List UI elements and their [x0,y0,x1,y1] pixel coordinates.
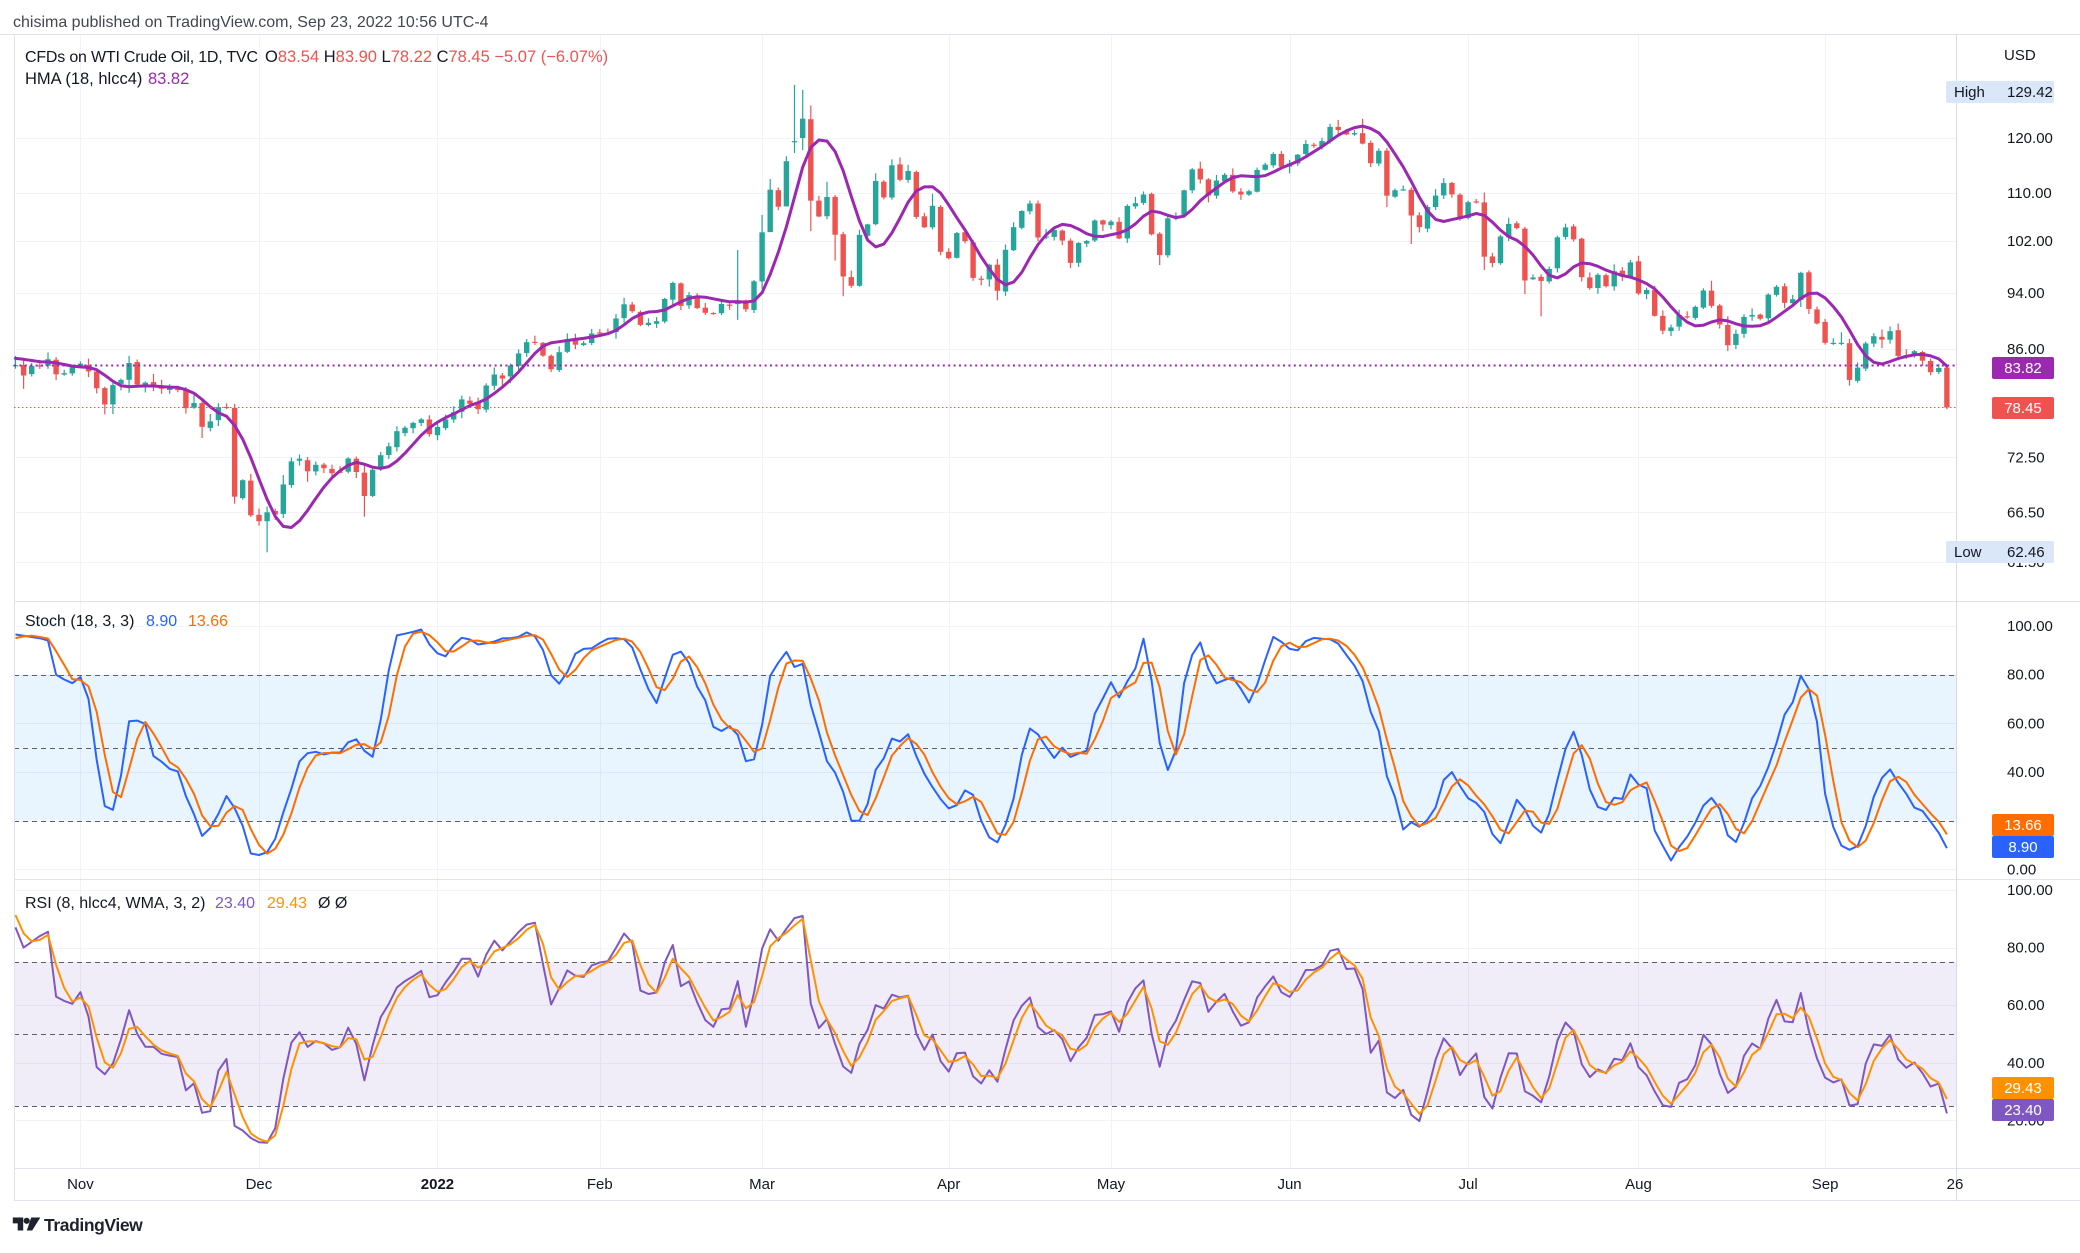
svg-text:94.00: 94.00 [2007,285,2045,302]
svg-text:83.82: 83.82 [148,70,189,88]
svg-text:80.00: 80.00 [2007,667,2045,684]
svg-text:23.40: 23.40 [2004,1102,2042,1119]
svg-text:102.00: 102.00 [2007,233,2053,250]
svg-text:Apr: Apr [937,1176,960,1193]
svg-text:Feb: Feb [587,1176,613,1193]
svg-text:29.43: 29.43 [2004,1080,2042,1097]
svg-text:29.43: 29.43 [267,895,307,912]
svg-text:Stoch (18, 3, 3): Stoch (18, 3, 3) [25,613,134,630]
svg-text:100.00: 100.00 [2007,618,2053,635]
svg-text:13.66: 13.66 [188,613,228,630]
svg-text:CFDs on WTI Crude Oil, 1D, TVC: CFDs on WTI Crude Oil, 1D, TVC [25,49,258,66]
svg-text:2022: 2022 [421,1176,454,1193]
svg-text:Aug: Aug [1625,1176,1652,1193]
svg-text:60.00: 60.00 [2007,715,2045,732]
svg-text:72.50: 72.50 [2007,449,2045,466]
svg-text:Dec: Dec [246,1176,273,1193]
svg-text:Jun: Jun [1277,1176,1301,1193]
svg-text:26: 26 [1947,1176,1964,1193]
svg-text:129.42: 129.42 [2007,84,2053,101]
svg-text:RSI (8, hlcc4, WMA, 3, 2): RSI (8, hlcc4, WMA, 3, 2) [25,895,205,912]
svg-text:78.45: 78.45 [2004,400,2042,417]
svg-text:110.00: 110.00 [2007,185,2052,202]
svg-text:8.90: 8.90 [146,613,177,630]
svg-text:May: May [1097,1176,1126,1193]
svg-text:Nov: Nov [67,1176,94,1193]
svg-text:120.00: 120.00 [2007,130,2053,147]
svg-text:chisima published on TradingVi: chisima published on TradingView.com, Se… [13,14,489,31]
svg-text:60.00: 60.00 [2007,997,2045,1014]
svg-text:100.00: 100.00 [2007,882,2053,899]
svg-text:Ø Ø: Ø Ø [318,895,347,912]
svg-text:23.40: 23.40 [215,895,255,912]
svg-text:TradingView: TradingView [44,1215,143,1235]
svg-text:USD: USD [2004,47,2036,64]
svg-text:0.00: 0.00 [2007,861,2036,878]
svg-text:80.00: 80.00 [2007,940,2045,957]
svg-text:Jul: Jul [1458,1176,1477,1193]
svg-text:13.66: 13.66 [2004,817,2042,834]
svg-text:86.00: 86.00 [2007,341,2045,358]
svg-text:62.46: 62.46 [2007,544,2045,561]
svg-text:Sep: Sep [1812,1176,1839,1193]
svg-text:40.00: 40.00 [2007,764,2045,781]
svg-text:8.90: 8.90 [2008,839,2037,856]
svg-text:Mar: Mar [749,1176,775,1193]
svg-text:O83.54 H83.90 L78.22 C78.45: O83.54 H83.90 L78.22 C78.45 −5.07 (−6.07… [265,48,608,66]
svg-text:HMA (18, hlcc4): HMA (18, hlcc4) [25,70,142,88]
svg-text:High: High [1954,84,1985,101]
svg-text:83.82: 83.82 [2004,360,2042,377]
svg-text:Low: Low [1954,544,1982,561]
svg-text:66.50: 66.50 [2007,504,2045,521]
svg-text:40.00: 40.00 [2007,1055,2045,1072]
